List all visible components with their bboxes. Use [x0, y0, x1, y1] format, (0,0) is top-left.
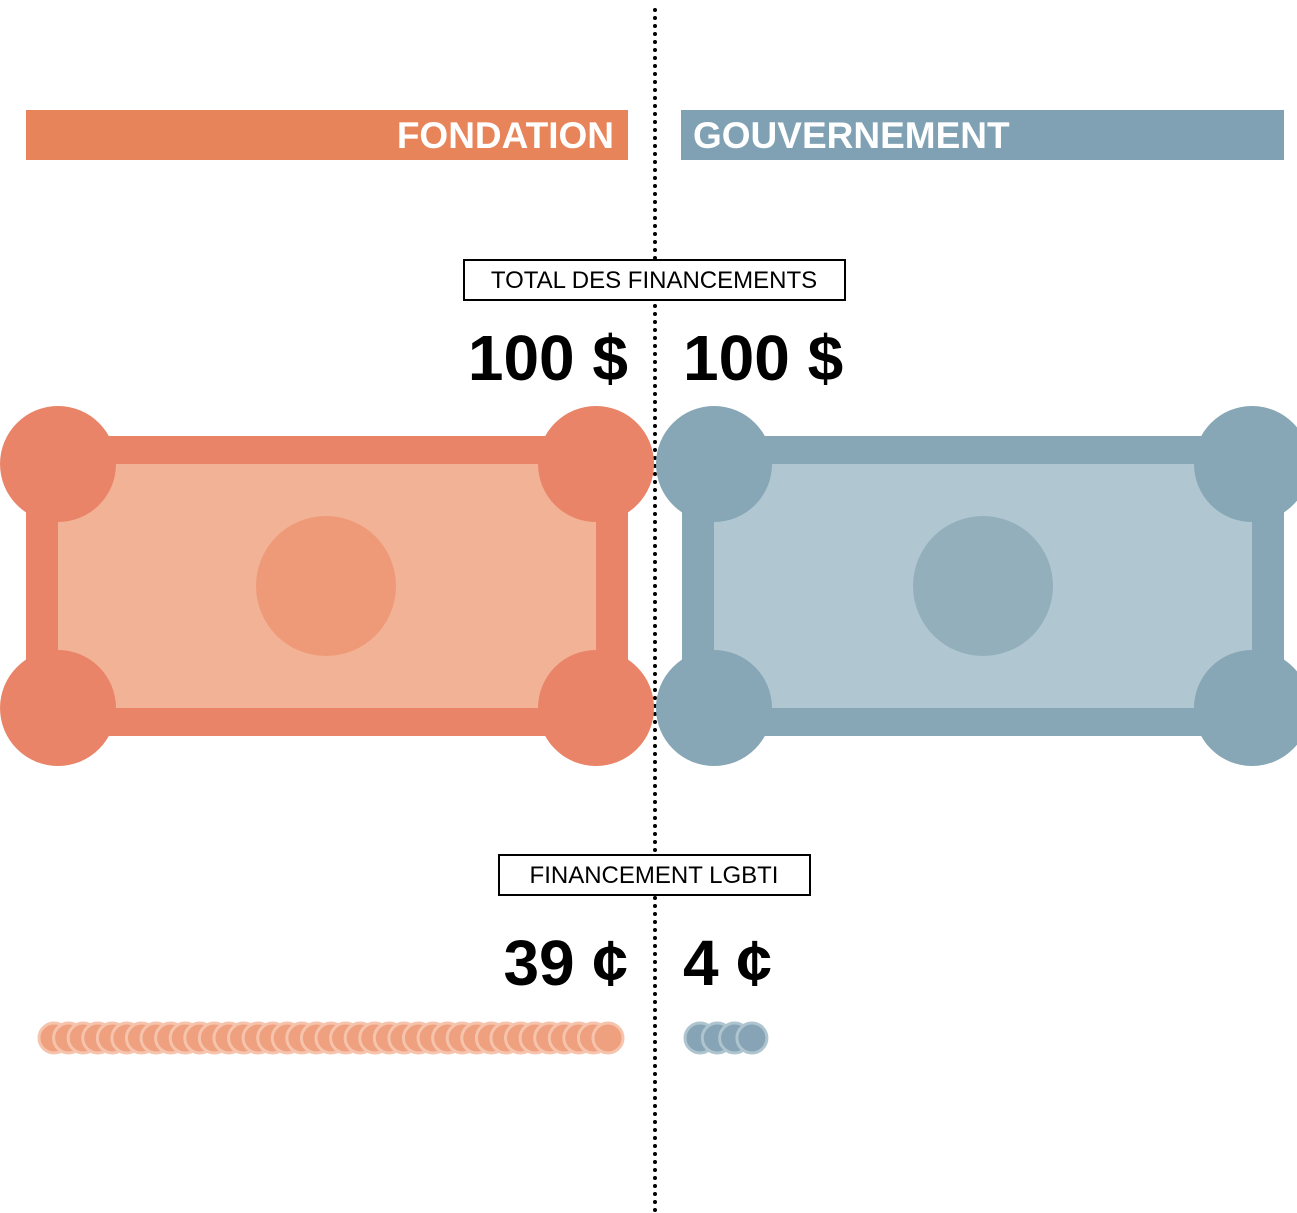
coins-left: [39, 1023, 623, 1053]
infographic: FONDATION GOUVERNEMENT TOTAL DES FINANCE…: [0, 0, 1297, 1213]
coins-right: [685, 1023, 767, 1053]
coin: [737, 1023, 767, 1053]
lgbti-right: 4 ¢: [683, 927, 772, 999]
title-right: GOUVERNEMENT: [693, 115, 1010, 156]
bill-left: [0, 406, 654, 766]
label-total: TOTAL DES FINANCEMENTS: [491, 267, 817, 294]
lgbti-left: 39 ¢: [503, 927, 628, 999]
total-right: 100 $: [683, 322, 843, 394]
total-left: 100 $: [468, 322, 628, 394]
label-lgbti: FINANCEMENT LGBTI: [530, 862, 779, 889]
bill-right: [656, 406, 1297, 766]
coin: [593, 1023, 623, 1053]
title-left: FONDATION: [397, 115, 614, 156]
page: FONDATION GOUVERNEMENT TOTAL DES FINANCE…: [0, 0, 1297, 1213]
